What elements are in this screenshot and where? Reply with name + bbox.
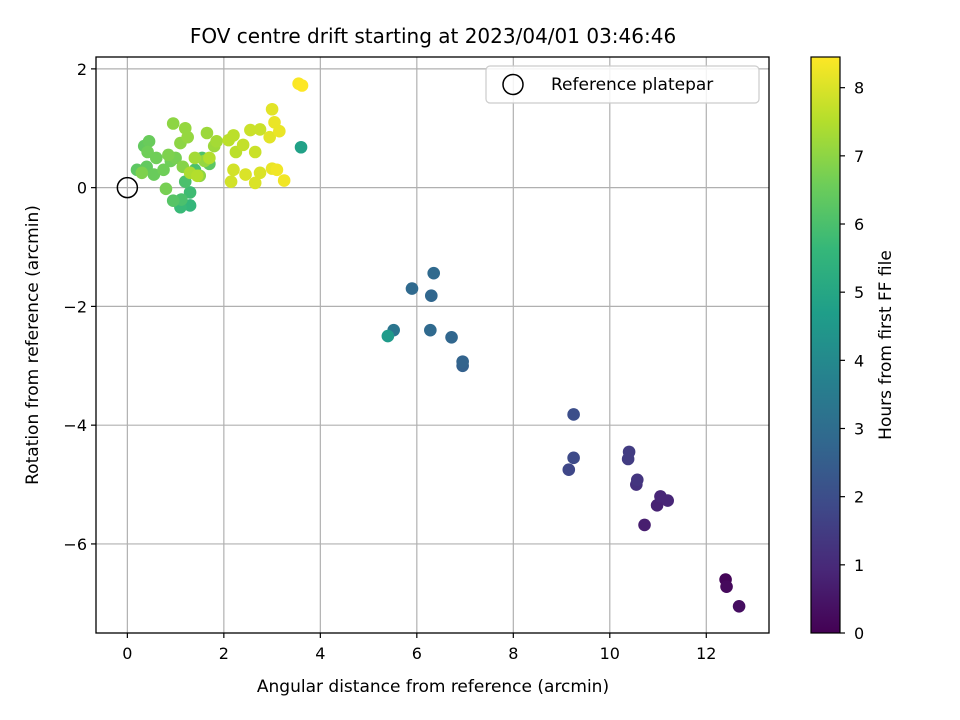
y-tick-label: 2 <box>77 60 87 79</box>
plot-area: 0 2 4 6 8 10 12 −6 −4 −2 0 2 <box>63 56 770 663</box>
data-point <box>456 355 469 368</box>
data-point <box>732 599 746 613</box>
y-tick-label: −4 <box>63 416 87 435</box>
data-point <box>150 151 163 165</box>
data-point <box>203 151 216 165</box>
colorbar-tick-label: 4 <box>854 351 864 370</box>
colorbar: 0 1 2 3 4 5 6 7 8 Hours from first FF file <box>810 56 896 643</box>
x-axis-label: Angular distance from reference (arcmin) <box>257 677 609 697</box>
data-point <box>562 463 576 477</box>
data-point <box>191 169 204 183</box>
colorbar-tick-label: 1 <box>854 556 864 575</box>
data-point <box>265 102 279 116</box>
legend-box <box>485 65 760 104</box>
colorbar-ticks: 0 1 2 3 4 5 6 7 8 <box>840 79 864 643</box>
data-point <box>248 145 262 159</box>
data-point <box>638 518 651 532</box>
plot-background <box>96 57 769 633</box>
x-tick-label: 0 <box>122 644 132 663</box>
data-point <box>445 330 458 344</box>
x-tick-label: 2 <box>219 644 229 663</box>
colorbar-gradient <box>810 56 841 634</box>
x-tick-label: 10 <box>600 644 620 663</box>
data-point <box>263 130 276 144</box>
colorbar-tick-label: 5 <box>854 283 864 302</box>
data-point <box>630 473 644 487</box>
data-point <box>424 289 438 303</box>
data-point <box>166 117 180 130</box>
data-point <box>244 123 257 137</box>
data-point <box>178 121 192 135</box>
colorbar-label: Hours from first FF file <box>876 250 896 440</box>
colorbar-tick-label: 2 <box>854 488 864 507</box>
data-point <box>147 168 161 181</box>
data-point <box>661 494 674 507</box>
colorbar-tick-label: 8 <box>854 79 864 98</box>
data-point <box>227 129 240 142</box>
data-point <box>227 163 240 177</box>
plot-frame <box>95 56 770 634</box>
data-point <box>157 163 170 177</box>
data-point <box>567 408 580 421</box>
data-point <box>162 148 175 162</box>
chart-title: FOV centre drift starting at 2023/04/01 … <box>190 24 676 48</box>
data-point <box>427 266 441 280</box>
legend-label: Reference platepar <box>551 75 713 95</box>
colorbar-tick-label: 3 <box>854 420 864 439</box>
data-points <box>130 77 746 613</box>
data-point <box>248 176 262 190</box>
x-tick-label: 8 <box>508 644 518 663</box>
data-point <box>253 166 267 180</box>
data-point <box>424 323 437 337</box>
data-point <box>210 135 223 148</box>
colorbar-tick-label: 0 <box>854 624 864 643</box>
reference-platepar-marker <box>116 176 139 199</box>
data-point <box>277 174 291 187</box>
data-point <box>159 182 173 196</box>
y-axis-ticks: −6 −4 −2 0 2 <box>63 60 96 554</box>
x-axis-ticks: 0 2 4 6 8 10 12 <box>122 633 716 663</box>
data-point <box>142 135 156 148</box>
data-point <box>622 445 636 459</box>
data-point <box>183 186 197 199</box>
legend: Reference platepar <box>485 65 760 104</box>
x-tick-label: 4 <box>315 644 325 663</box>
data-point <box>236 138 250 152</box>
x-tick-label: 6 <box>412 644 422 663</box>
data-point <box>295 79 309 92</box>
data-point <box>273 124 286 138</box>
y-axis-label: Rotation from reference (arcmin) <box>23 205 43 485</box>
data-point <box>239 168 252 181</box>
data-point <box>294 140 308 154</box>
data-point <box>224 175 238 189</box>
data-point <box>270 163 284 177</box>
grid <box>96 57 769 633</box>
data-point <box>188 151 202 165</box>
data-point <box>200 126 214 140</box>
y-tick-label: 0 <box>77 179 87 198</box>
data-point <box>567 451 580 465</box>
data-point <box>720 580 733 593</box>
data-point <box>405 282 419 295</box>
data-point <box>135 166 149 180</box>
colorbar-tick-label: 7 <box>854 147 864 166</box>
x-tick-label: 12 <box>696 644 716 663</box>
data-point <box>253 123 267 136</box>
data-point <box>166 194 180 208</box>
y-tick-label: −2 <box>63 297 87 316</box>
data-point <box>381 329 395 343</box>
colorbar-tick-label: 6 <box>854 215 864 234</box>
legend-marker-icon <box>502 73 524 96</box>
y-tick-label: −6 <box>63 535 87 554</box>
